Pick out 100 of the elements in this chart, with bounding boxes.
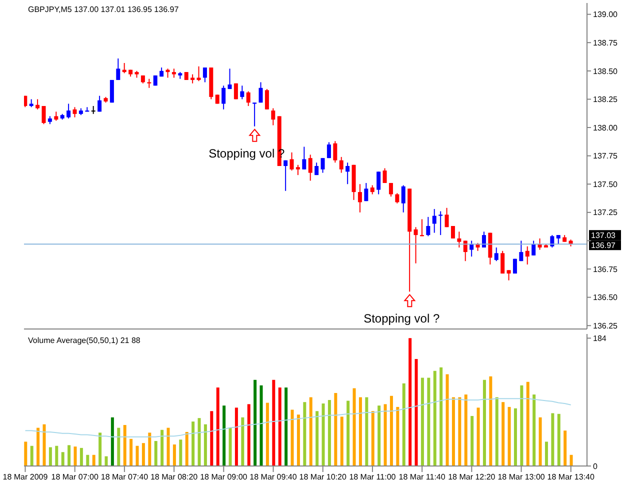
bar <box>303 402 306 466</box>
candlestick <box>296 164 300 176</box>
x-tick-label: 18 Mar 2009 <box>2 472 48 482</box>
candlestick <box>358 184 362 213</box>
bar <box>334 393 338 466</box>
chart-title: GBPJPY,M5 137.00 137.01 136.95 136.97 <box>28 5 179 14</box>
candlestick <box>463 240 468 262</box>
bar <box>557 414 560 466</box>
bar <box>452 397 455 466</box>
candlestick <box>66 103 71 119</box>
bar <box>322 403 325 466</box>
bar <box>532 394 536 466</box>
x-tick-label: 18 Mar 08:20 <box>150 472 198 482</box>
candlestick <box>240 85 244 100</box>
bar <box>254 380 257 466</box>
bar <box>216 387 220 466</box>
bar <box>68 445 71 466</box>
bar <box>228 428 232 466</box>
candlestick <box>326 142 331 159</box>
x-tick-label: 18 Mar 10:20 <box>299 472 347 482</box>
line-series <box>24 398 572 438</box>
bar <box>489 376 492 466</box>
bar <box>36 428 40 466</box>
bar <box>346 400 350 466</box>
bar <box>378 406 381 466</box>
bar <box>458 397 462 466</box>
bar <box>123 425 126 466</box>
bar <box>402 383 406 466</box>
bar <box>514 408 517 466</box>
y-tick-label: 184 <box>593 334 607 344</box>
x-tick-label: 18 Mar 11:00 <box>349 472 396 482</box>
y-tick-label: 137.25 <box>593 208 618 218</box>
ref-line-label: 136.97 <box>591 241 616 250</box>
bar <box>278 387 282 466</box>
candlestick <box>482 231 486 248</box>
candlestick <box>258 82 263 104</box>
x-tick-label: 18 Mar 13:00 <box>498 472 546 482</box>
candlestick <box>333 140 338 164</box>
x-tick-label: 18 Mar 07:00 <box>51 472 99 482</box>
bar <box>495 397 498 466</box>
bar <box>365 397 368 466</box>
bar <box>142 443 145 466</box>
y-tick-label: 136.75 <box>593 264 618 274</box>
bar <box>470 416 474 466</box>
text: 137.03 <box>591 231 616 240</box>
candlestick <box>519 240 524 262</box>
candlestick <box>147 78 152 88</box>
bar <box>198 418 201 466</box>
bar <box>136 446 139 466</box>
bar <box>482 380 486 466</box>
y-tick-label: 136.50 <box>593 293 618 302</box>
candlestick <box>506 270 511 281</box>
candlestick <box>196 66 201 82</box>
bar <box>440 367 443 466</box>
bar <box>390 396 393 466</box>
bar <box>154 440 158 466</box>
bar <box>172 444 176 466</box>
bar <box>192 422 195 466</box>
bar <box>130 438 133 466</box>
candlestick <box>426 216 430 237</box>
candlestick <box>450 225 455 239</box>
bar <box>272 380 276 466</box>
bar <box>241 417 244 466</box>
candlestick <box>172 68 176 78</box>
bar <box>260 385 263 466</box>
bar <box>234 408 238 466</box>
candlestick <box>98 95 102 112</box>
candlestick <box>320 158 325 174</box>
candlestick <box>54 111 58 122</box>
y-tick-label: 139.00 <box>593 10 618 20</box>
chart-title: Volume Average(50,50,1) 21 88 <box>28 336 140 345</box>
bar <box>414 359 418 466</box>
candlestick <box>470 240 474 258</box>
bar <box>247 404 250 466</box>
bar <box>92 454 96 466</box>
bar <box>551 413 554 466</box>
y-tick-label: 0 <box>593 462 598 471</box>
candlestick <box>401 184 406 213</box>
bar <box>185 432 188 466</box>
y-tick-label: 138.00 <box>593 123 618 132</box>
y-tick-label: 137.50 <box>593 180 618 189</box>
bar <box>538 417 542 466</box>
bar <box>42 424 46 466</box>
y-tick-label: 138.75 <box>593 38 618 48</box>
bar <box>427 378 430 466</box>
x-tick-label: 18 Mar 09:00 <box>200 472 248 482</box>
candlestick <box>376 171 381 195</box>
bar <box>160 430 164 466</box>
candlestick <box>314 162 319 176</box>
x-tick-label: 18 Mar 09:40 <box>250 472 298 482</box>
candlestick <box>370 184 374 195</box>
candlestick <box>438 210 443 236</box>
bar <box>104 456 108 466</box>
bar <box>564 430 567 466</box>
candlestick <box>36 98 40 110</box>
bar <box>86 454 90 466</box>
candlestick <box>444 207 449 228</box>
bar <box>148 432 152 466</box>
candlestick <box>228 68 232 90</box>
candlestick <box>500 250 505 274</box>
